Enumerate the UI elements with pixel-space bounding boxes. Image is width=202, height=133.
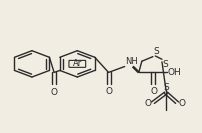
Text: S: S — [153, 47, 159, 56]
Text: OH: OH — [167, 68, 180, 77]
Text: S: S — [162, 60, 167, 69]
FancyBboxPatch shape — [69, 60, 85, 67]
Text: NH: NH — [125, 57, 137, 66]
Text: O: O — [105, 87, 112, 96]
Text: O: O — [177, 99, 184, 108]
Text: Ar: Ar — [72, 59, 82, 68]
Text: O: O — [149, 86, 156, 95]
Text: S: S — [162, 83, 168, 92]
Text: O: O — [50, 88, 57, 97]
Text: O: O — [144, 99, 151, 108]
